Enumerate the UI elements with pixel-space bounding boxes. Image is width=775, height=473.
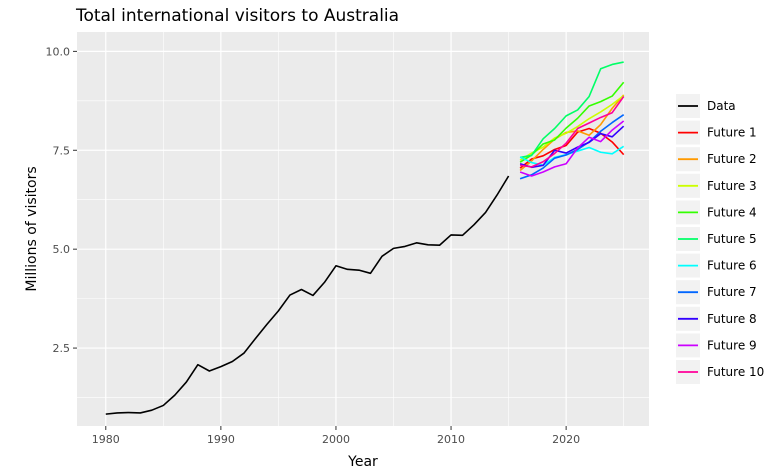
x-tick-label: 1980 bbox=[92, 433, 120, 446]
series-line-future-9 bbox=[519, 120, 625, 177]
x-tick-label: 2010 bbox=[437, 433, 465, 446]
x-tick-label: 2000 bbox=[322, 433, 350, 446]
legend: Data Future 1 Future 2 Future 3 Future 4 Futu… bbox=[676, 94, 764, 384]
y-tick-label: 7.5 bbox=[53, 144, 71, 157]
x-tick-label: 2020 bbox=[552, 433, 580, 446]
plot-panel bbox=[77, 32, 649, 426]
legend-label-future-2: Future 2 bbox=[707, 152, 757, 166]
legend-label-future-6: Future 6 bbox=[707, 259, 757, 273]
x-axis-tick-labels: 1980 1990 2000 2010 2020 bbox=[92, 433, 580, 446]
series-line-future-2 bbox=[519, 94, 625, 172]
series-line-future-7 bbox=[519, 114, 625, 180]
x-tick-label: 1990 bbox=[207, 433, 235, 446]
chart-title: Total international visitors to Australi… bbox=[75, 6, 399, 26]
legend-label-future-1: Future 1 bbox=[707, 126, 757, 140]
legend-label-future-5: Future 5 bbox=[707, 232, 757, 246]
y-axis-tick-labels: 2.5 5.0 7.5 10.0 bbox=[46, 45, 71, 355]
axis-ticks bbox=[73, 50, 567, 430]
y-axis-title: Millions of visitors bbox=[24, 166, 40, 291]
legend-label-data: Data bbox=[707, 99, 736, 113]
y-tick-label: 5.0 bbox=[53, 243, 71, 256]
series-lines bbox=[105, 61, 625, 415]
series-line-future-1 bbox=[519, 127, 625, 169]
legend-label-future-4: Future 4 bbox=[707, 205, 757, 219]
legend-label-future-8: Future 8 bbox=[707, 312, 757, 326]
x-axis-title: Year bbox=[347, 454, 378, 470]
series-line-future-5 bbox=[519, 61, 624, 159]
series-line-future-4 bbox=[519, 81, 625, 163]
series-line-data bbox=[105, 175, 510, 415]
major-gridlines bbox=[77, 32, 649, 426]
legend-label-future-9: Future 9 bbox=[707, 338, 757, 352]
legend-label-future-10: Future 10 bbox=[707, 365, 764, 379]
y-tick-label: 10.0 bbox=[46, 45, 71, 58]
y-tick-label: 2.5 bbox=[53, 342, 71, 355]
legend-label-future-3: Future 3 bbox=[707, 179, 757, 193]
series-line-future-10 bbox=[519, 96, 625, 168]
legend-label-future-7: Future 7 bbox=[707, 285, 757, 299]
